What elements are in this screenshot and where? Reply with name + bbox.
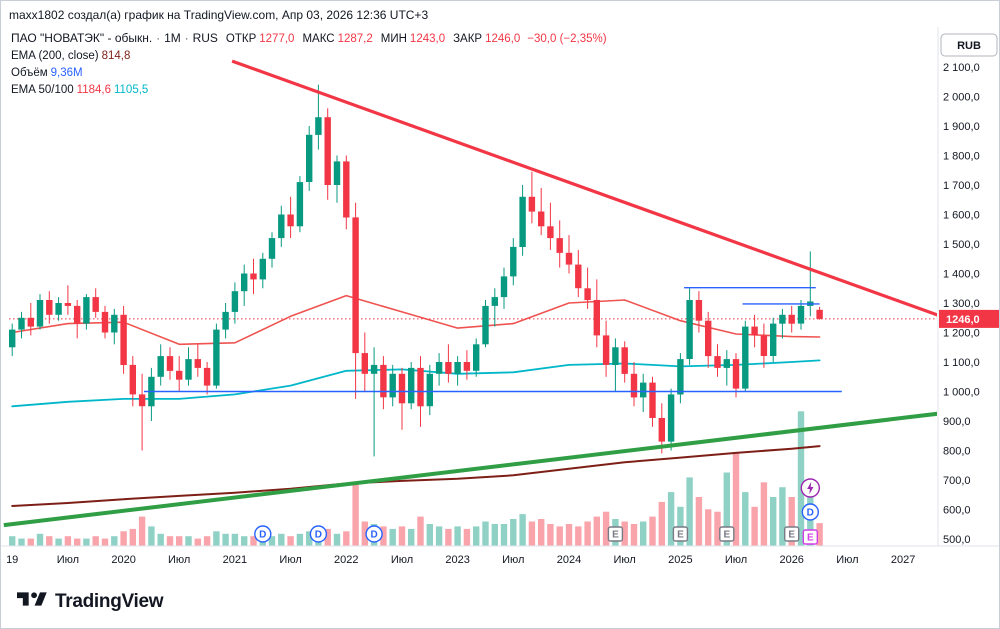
separator-dot: · xyxy=(156,33,161,45)
svg-text:Июл: Июл xyxy=(391,554,413,566)
high-label: МАКС xyxy=(302,33,335,45)
legend-symbol-row: ПАО "НОВАТЭК" - обыкн. · 1М · RUS ОТКР 1277,0 М… xyxy=(11,30,607,48)
svg-text:Июл: Июл xyxy=(502,554,524,566)
svg-text:E: E xyxy=(677,530,684,541)
svg-text:2023: 2023 xyxy=(445,554,469,566)
svg-text:Июл: Июл xyxy=(57,554,79,566)
svg-text:900,0: 900,0 xyxy=(943,416,971,428)
exchange-label[interactable]: RUS xyxy=(192,31,218,45)
svg-text:2 000,0: 2 000,0 xyxy=(943,92,980,104)
legend-volume-row: Объём 9,36M xyxy=(11,65,607,82)
svg-text:2020: 2020 xyxy=(111,554,135,566)
legend-ema200-row: EMA (200, close) 814,8 xyxy=(11,48,607,65)
separator-dot: · xyxy=(184,33,189,45)
svg-text:700,0: 700,0 xyxy=(943,475,971,487)
svg-text:E: E xyxy=(788,530,795,541)
svg-text:1246,0: 1246,0 xyxy=(946,314,980,326)
open-value: 1277,0 xyxy=(259,33,295,45)
svg-text:1 800,0: 1 800,0 xyxy=(943,151,980,163)
svg-text:1 000,0: 1 000,0 xyxy=(943,387,980,399)
svg-text:1 900,0: 1 900,0 xyxy=(943,121,980,133)
svg-text:1 600,0: 1 600,0 xyxy=(943,210,980,222)
ema200-label[interactable]: EMA (200, close) xyxy=(11,50,99,62)
open-label: ОТКР xyxy=(225,33,257,45)
ema50-value: 1184,6 xyxy=(76,84,111,96)
low-label: МИН xyxy=(380,33,407,45)
chart-legend: ПАО "НОВАТЭК" - обыкн. · 1М · RUS ОТКР 1277,0 М… xyxy=(11,30,607,99)
close-label: ЗАКР xyxy=(453,33,483,45)
high-value: 1287,2 xyxy=(337,33,373,45)
svg-text:2021: 2021 xyxy=(223,554,247,566)
chart-canvas[interactable]: D D D E E E E D E 2 100,0 2 000,0 1 900,0 1 800,0 1 7… xyxy=(1,1,1000,576)
svg-text:Июл: Июл xyxy=(836,554,858,566)
svg-text:E: E xyxy=(612,530,619,541)
svg-text:2 100,0: 2 100,0 xyxy=(943,62,980,74)
svg-text:1 100,0: 1 100,0 xyxy=(943,357,980,369)
svg-text:500,0: 500,0 xyxy=(943,534,971,546)
low-value: 1243,0 xyxy=(409,33,446,45)
interval-label[interactable]: 1М xyxy=(164,31,181,45)
symbol-title[interactable]: ПАО "НОВАТЭК" - обыкн. xyxy=(11,31,153,45)
svg-text:Июл: Июл xyxy=(725,554,747,566)
svg-text:2026: 2026 xyxy=(779,554,803,566)
attribution-text: maxx1802 создал(а) график на TradingView… xyxy=(9,8,429,22)
svg-text:E: E xyxy=(723,530,730,541)
tradingview-logo-icon xyxy=(17,587,47,616)
svg-text:1 700,0: 1 700,0 xyxy=(943,180,980,192)
svg-text:2022: 2022 xyxy=(334,554,358,566)
svg-text:600,0: 600,0 xyxy=(943,505,971,517)
svg-text:D: D xyxy=(807,508,814,519)
legend-ema-fast-row: EMA 50/100 1184,6 1105,5 xyxy=(11,82,607,99)
svg-text:E: E xyxy=(807,533,814,544)
svg-text:D: D xyxy=(259,530,266,541)
svg-text:Июл: Июл xyxy=(279,554,301,566)
svg-text:D: D xyxy=(370,530,377,541)
ema200-value: 814,8 xyxy=(101,50,131,62)
ema-fast-label[interactable]: EMA 50/100 xyxy=(11,84,74,96)
svg-text:1 300,0: 1 300,0 xyxy=(943,298,980,310)
close-value: 1246,0 xyxy=(485,33,521,45)
volume-value: 9,36M xyxy=(50,67,83,79)
svg-text:D: D xyxy=(315,530,322,541)
svg-text:2025: 2025 xyxy=(668,554,692,566)
change-value: −30,0 (−2,35%) xyxy=(527,33,607,45)
svg-text:Июл: Июл xyxy=(614,554,636,566)
ema100-value: 1105,5 xyxy=(113,84,149,96)
volume-label[interactable]: Объём xyxy=(11,67,48,79)
svg-text:1 500,0: 1 500,0 xyxy=(943,239,980,251)
svg-text:800,0: 800,0 xyxy=(943,446,971,458)
svg-text:2024: 2024 xyxy=(557,554,581,566)
svg-text:RUB: RUB xyxy=(957,40,981,52)
svg-text:1 400,0: 1 400,0 xyxy=(943,269,980,281)
svg-text:Июл: Июл xyxy=(168,554,190,566)
svg-text:2027: 2027 xyxy=(891,554,915,566)
svg-text:1 200,0: 1 200,0 xyxy=(943,328,980,340)
svg-text:19: 19 xyxy=(6,554,18,566)
tradingview-logo-text: TradingView xyxy=(55,590,164,612)
tradingview-logo[interactable]: TradingView xyxy=(17,587,164,616)
